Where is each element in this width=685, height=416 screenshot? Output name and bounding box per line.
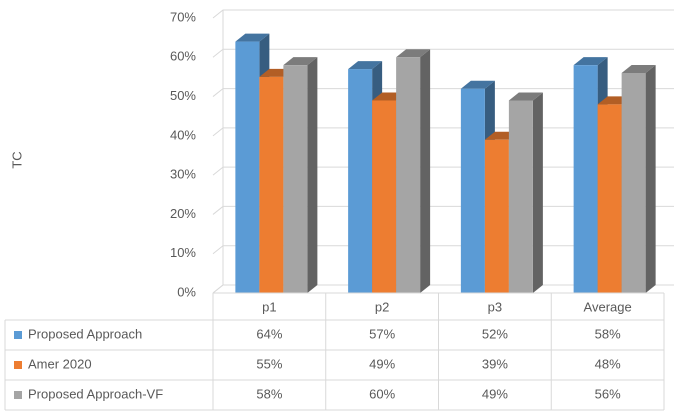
- bar-top: [283, 57, 318, 66]
- bar: [573, 65, 598, 294]
- legend-label: Amer 2020: [28, 356, 92, 371]
- bar-top: [460, 80, 495, 89]
- legend-swatch: [14, 391, 22, 399]
- bar: [348, 69, 373, 293]
- table-value: 39%: [482, 356, 508, 371]
- y-tick-label: 20%: [170, 206, 196, 221]
- table-value: 49%: [482, 386, 508, 401]
- table-value: 60%: [369, 386, 395, 401]
- bar-side: [532, 92, 543, 293]
- bar: [396, 57, 421, 294]
- bar: [597, 104, 622, 293]
- grid-line: [212, 48, 674, 58]
- legend-swatch: [14, 331, 22, 339]
- bar-top: [573, 57, 608, 66]
- y-tick-label: 10%: [170, 245, 196, 260]
- table-value: 56%: [595, 386, 621, 401]
- table-value: 57%: [369, 326, 395, 341]
- bar-side: [420, 49, 431, 294]
- bar: [235, 41, 260, 294]
- table-value: 58%: [595, 326, 621, 341]
- y-tick-label: 40%: [170, 127, 196, 142]
- y-tick-label: 30%: [170, 167, 196, 182]
- y-tick-label: 70%: [170, 9, 196, 24]
- legend-label: Proposed Approach: [28, 326, 142, 341]
- bar: [372, 100, 397, 293]
- bar-side: [645, 65, 656, 293]
- table-value: 52%: [482, 326, 508, 341]
- table-value: 48%: [595, 356, 621, 371]
- grid-line: [212, 88, 674, 97]
- legend-swatch: [14, 361, 22, 369]
- bar-top: [348, 61, 383, 70]
- table-value: 49%: [369, 356, 395, 371]
- bar: [508, 100, 533, 293]
- table-value: 55%: [256, 356, 282, 371]
- x-tick-label: Average: [584, 299, 632, 314]
- x-tick-label: p1: [262, 299, 276, 314]
- x-tick-label: p3: [488, 299, 502, 314]
- bar-side: [307, 57, 318, 294]
- bar: [460, 88, 485, 293]
- legend-label: Proposed Approach-VF: [28, 386, 163, 401]
- bar-top: [396, 49, 431, 58]
- bar: [621, 73, 646, 293]
- bar-top: [235, 33, 270, 42]
- bar-top: [508, 92, 543, 101]
- table-value: 58%: [256, 386, 282, 401]
- bar: [283, 65, 308, 294]
- bar-top: [621, 65, 656, 73]
- table-value: 64%: [256, 326, 282, 341]
- bar: [259, 76, 284, 293]
- grid-line: [212, 9, 674, 19]
- y-axis-label: TC: [9, 151, 24, 168]
- x-tick-label: p2: [375, 299, 389, 314]
- y-tick-label: 60%: [170, 49, 196, 64]
- y-tick-label: 0%: [177, 284, 196, 299]
- y-tick-label: 50%: [170, 88, 196, 103]
- bar: [484, 139, 509, 293]
